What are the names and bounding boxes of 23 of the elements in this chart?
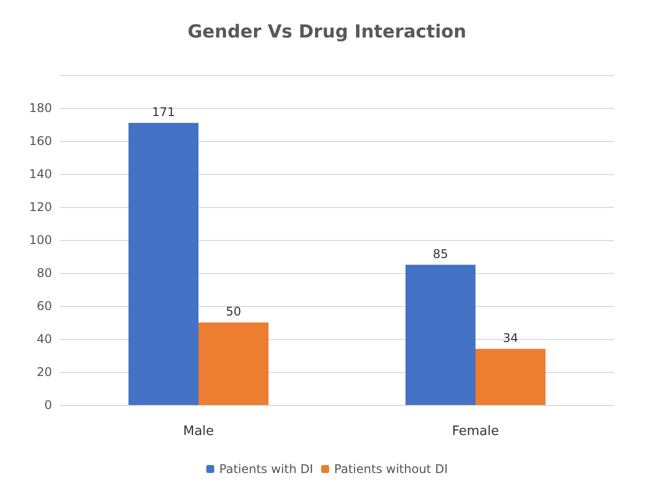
data-label: 171	[152, 104, 175, 119]
y-tick-label: 120	[29, 200, 52, 214]
bar	[128, 122, 198, 405]
y-tick-label: 100	[29, 233, 52, 247]
y-tick-label: 160	[29, 134, 52, 148]
y-tick-label: 180	[29, 101, 52, 115]
y-tick-label: 20	[36, 365, 52, 379]
data-label: 34	[502, 330, 518, 345]
data-label: 50	[226, 304, 242, 318]
y-tick-label: 80	[36, 266, 52, 280]
x-tick-label: Male	[183, 424, 214, 439]
y-tick-label: 40	[36, 332, 52, 346]
chart-title: Gender Vs Drug Interaction	[188, 22, 466, 42]
legend-label: Patients without DI	[334, 462, 448, 476]
y-tick-label: 60	[36, 299, 52, 313]
data-label: 85	[432, 246, 448, 261]
bar	[198, 322, 268, 405]
x-tick-label: Female	[452, 424, 500, 439]
legend-label: Patients with DI	[219, 462, 314, 476]
y-tick-label: 140	[29, 167, 52, 181]
y-tick-label: 0	[44, 398, 52, 412]
bar	[406, 264, 476, 405]
bar	[476, 348, 546, 405]
